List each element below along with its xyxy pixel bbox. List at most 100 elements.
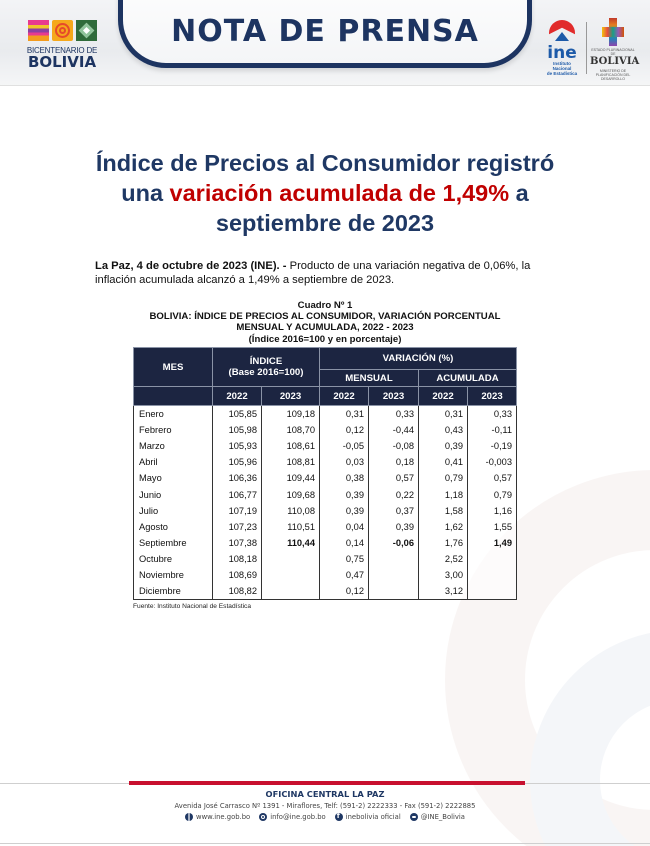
cell-mensual-2022: 0,39 xyxy=(319,502,369,519)
cell-acumulada-2023: 0,33 xyxy=(467,405,517,422)
cell-mensual-2022: 0,47 xyxy=(319,567,369,584)
globe-icon xyxy=(185,813,194,821)
email-link-label: info@ine.gob.bo xyxy=(270,813,326,821)
footer-address: Avenida José Carrasco Nº 1391 - Miraflor… xyxy=(174,802,476,810)
ine-logo: ine Instituto Nacional de Estadística xyxy=(544,20,580,76)
cell-mensual-2023: 0,22 xyxy=(368,486,419,503)
email-icon xyxy=(259,813,268,821)
cell-acumulada-2023 xyxy=(467,551,517,568)
header-year: 2023 xyxy=(368,386,419,406)
header-year: 2022 xyxy=(212,386,262,406)
table-row: Mayo 106,36 109,44 0,38 0,57 0,79 0,57 xyxy=(133,470,517,487)
cell-mensual-2023: -0,44 xyxy=(368,421,419,438)
cell-acumulada-2022: 0,31 xyxy=(418,405,468,422)
cell-mensual-2023: -0,06 xyxy=(368,535,419,552)
cell-mensual-2022: 0,03 xyxy=(319,454,369,471)
estado-bolivia-logo: ESTADO PLURINACIONAL DE BOLIVIA MINISTER… xyxy=(590,18,639,81)
cell-acumulada-2023: 1,55 xyxy=(467,518,517,535)
cell-indice-2023 xyxy=(261,583,320,601)
cell-acumulada-2023 xyxy=(467,583,517,601)
cell-acumulada-2023: -0,11 xyxy=(467,421,517,438)
twitter-link-label: @INE_Bolivia xyxy=(420,813,465,821)
header-title: NOTA DE PRENSA xyxy=(171,14,479,49)
cell-mensual-2023: 0,39 xyxy=(368,518,419,535)
lead-text: Producto de una variación negativa de 0,… xyxy=(95,260,531,286)
cell-acumulada-2023: 1,49 xyxy=(467,535,517,552)
cell-mensual-2023: 0,33 xyxy=(368,405,419,422)
facebook-link[interactable]: inebolivia oficial xyxy=(334,812,401,821)
cell-indice-2023: 110,44 xyxy=(261,535,320,552)
email-link[interactable]: info@ine.gob.bo xyxy=(259,813,326,821)
header-variacion: VARIACIÓN (%) xyxy=(319,347,517,370)
headline-line-2: una variación acumulada de 1,49% a xyxy=(60,178,590,208)
cell-indice-2022: 107,38 xyxy=(212,535,262,552)
cell-indice-2023 xyxy=(261,551,320,568)
cell-mes: Octubre xyxy=(133,551,213,568)
headline-line-1: Índice de Precios al Consumidor registró xyxy=(95,150,555,176)
header-year: 2023 xyxy=(467,386,517,406)
bolivia-logo-top-text: ESTADO PLURINACIONAL DE xyxy=(591,48,635,56)
header-mes: MES xyxy=(133,347,213,387)
cell-indice-2023: 109,68 xyxy=(261,486,320,503)
table-caption: Cuadro Nº 1 BOLIVIA: ÍNDICE DE PRECIOS A… xyxy=(120,300,530,345)
cell-indice-2022: 108,82 xyxy=(212,583,262,601)
cell-indice-2022: 106,36 xyxy=(212,470,262,487)
twitter-icon xyxy=(409,813,418,821)
bicentenario-logo: BICENTENARIO DE BOLIVIA xyxy=(20,20,104,76)
cell-indice-2022: 106,77 xyxy=(212,486,262,503)
cell-mes: Febrero xyxy=(133,421,213,438)
table-row: Junio 106,77 109,68 0,39 0,22 1,18 0,79 xyxy=(133,486,517,503)
cell-indice-2022: 108,69 xyxy=(212,567,262,584)
footer-accent-bar xyxy=(129,781,525,785)
cell-mensual-2022: 0,31 xyxy=(319,405,369,422)
twitter-link[interactable]: @INE_Bolivia xyxy=(409,813,465,821)
cell-indice-2023: 110,51 xyxy=(261,518,320,535)
website-link[interactable]: www.ine.gob.bo xyxy=(185,813,250,821)
bolivia-logo-bottom-text: MINISTERIO DE PLANIFICACIÓN DEL DESARROL… xyxy=(595,69,631,81)
header-year: 2022 xyxy=(319,386,369,406)
table-row: Marzo 105,93 108,61 -0,05 -0,08 0,39 -0,19 xyxy=(133,437,517,455)
table-row: Febrero 105,98 108,70 0,12 -0,44 0,43 -0,11 xyxy=(133,421,517,438)
cpi-table: MES ÍNDICE (Base 2016=100) VARIACIÓN (%)… xyxy=(133,347,517,601)
table-row: Enero 105,85 109,18 0,31 0,33 0,31 0,33 xyxy=(133,405,517,422)
header-indice-base: (Base 2016=100) xyxy=(228,367,304,378)
facebook-link-label: inebolivia oficial xyxy=(345,813,401,821)
header-indice: ÍNDICE (Base 2016=100) xyxy=(212,347,320,387)
cell-indice-2022: 108,18 xyxy=(212,551,262,568)
dateline: La Paz, 4 de octubre de 2023 (INE). - xyxy=(95,260,287,272)
cell-mes: Agosto xyxy=(133,518,213,535)
logo-divider xyxy=(586,22,587,74)
table-row: Abril 105,96 108,81 0,03 0,18 0,41 -0,003 xyxy=(133,454,517,471)
cell-mensual-2023: 0,18 xyxy=(368,454,419,471)
ine-logo-subtitle: de Estadística xyxy=(546,71,578,76)
table-row: Diciembre 108,82 0,12 3,12 xyxy=(133,583,517,601)
facebook-icon xyxy=(334,812,343,821)
cell-acumulada-2022: 1,76 xyxy=(418,535,468,552)
header-blank xyxy=(133,386,213,406)
table-units: (Índice 2016=100 y en porcentaje) xyxy=(248,333,402,345)
table-title: BOLIVIA: ÍNDICE DE PRECIOS AL CONSUMIDOR… xyxy=(149,311,501,323)
cell-acumulada-2022: 1,62 xyxy=(418,518,468,535)
cell-acumulada-2022: 3,00 xyxy=(418,567,468,584)
headline-highlight: variación acumulada de 1,49% xyxy=(169,180,510,206)
cell-indice-2022: 105,96 xyxy=(212,454,262,471)
cell-mes: Diciembre xyxy=(133,583,213,601)
cell-acumulada-2023: -0,19 xyxy=(467,437,517,455)
cell-acumulada-2022: 2,52 xyxy=(418,551,468,568)
cell-mensual-2023: 0,57 xyxy=(368,470,419,487)
table-row: Agosto 107,23 110,51 0,04 0,39 1,62 1,55 xyxy=(133,518,517,535)
cell-indice-2022: 105,98 xyxy=(212,421,262,438)
cell-indice-2023: 109,18 xyxy=(261,405,320,422)
page-bottom-border xyxy=(0,843,650,844)
cell-mes: Julio xyxy=(133,502,213,519)
table-row-highlighted: Septiembre 107,38 110,44 0,14 -0,06 1,76 1,49 xyxy=(133,535,517,552)
ine-logo-subtitle: Instituto Nacional xyxy=(552,61,572,71)
cell-acumulada-2023: 0,57 xyxy=(467,470,517,487)
cell-acumulada-2023: -0,003 xyxy=(467,454,517,471)
cell-mensual-2022: 0,12 xyxy=(319,421,369,438)
lead-paragraph: La Paz, 4 de octubre de 2023 (INE). - Pr… xyxy=(95,259,565,287)
cell-mensual-2022: 0,39 xyxy=(319,486,369,503)
cell-mes: Enero xyxy=(133,405,213,422)
cell-mes: Abril xyxy=(133,454,213,471)
table-row: Octubre 108,18 0,75 2,52 xyxy=(133,551,517,568)
